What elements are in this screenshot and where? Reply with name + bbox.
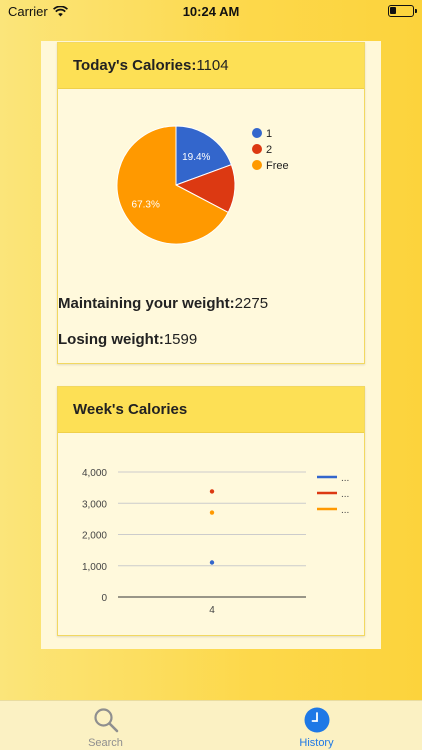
maintain-weight-row: Maintaining your weight:2275 [58,295,268,312]
clock-icon [304,707,329,733]
battery-icon [388,5,417,17]
pie-legend: 1 2 Free [252,128,289,172]
scatter-point [209,510,215,515]
tab-search-label: Search [88,737,123,749]
pie-legend-swatch-2 [252,144,262,154]
pie-slices [116,125,236,245]
week-scatter-chart: 0 1,000 2,000 3,000 4,000 4 ......... [82,468,349,616]
pie-labels: 19.4% 67.3% [132,152,211,210]
y-tick-label: 1,000 [82,562,107,573]
pie-slice-free [116,125,229,245]
y-tick-label: 4,000 [82,468,107,479]
losing-weight-row: Losing weight:1599 [58,331,197,348]
tab-bar: Search History [0,700,422,750]
losing-weight-value: 1599 [163,331,198,348]
carrier-label: Carrier [8,3,48,19]
x-tick-label: 4 [209,605,215,616]
pie-slice-1 [175,125,233,186]
wifi-icon [52,5,68,16]
scatter-x-ticks: 4 [209,605,215,616]
pie-legend-swatch-1 [252,128,262,138]
week-calories-header: Week's Calories [58,387,364,433]
week-calories-card: Week's Calories 0 1,000 2,000 3,000 4,000 4 … [57,386,365,636]
tab-history-label: History [299,737,334,749]
tab-history[interactable]: History [211,701,422,750]
pie-label-1: 19.4% [182,152,210,163]
scatter-legend-label: ... [341,473,349,484]
losing-weight-label: Losing weight: [58,331,164,348]
y-tick-label: 0 [101,593,107,604]
today-calories-value: 1104 [196,57,229,74]
scatter-grid [118,471,306,598]
today-calories-header: Today's Calories: 1104 [58,43,364,89]
pie-legend-label-2: 2 [266,144,272,156]
today-calories-title: Today's Calories: [73,57,197,74]
maintain-weight-label: Maintaining your weight: [58,295,235,312]
scatter-point [209,489,215,494]
pie-legend-label-free: Free [266,160,289,172]
pie-label-free: 67.3% [132,199,160,210]
calorie-pie-chart: 19.4% 67.3% 1 2 Free [116,125,289,245]
pie-legend-swatch-free [252,160,262,170]
maintain-weight-value: 2275 [234,295,269,312]
y-tick-label: 3,000 [82,499,107,510]
tab-search[interactable]: Search [0,701,211,750]
y-tick-label: 2,000 [82,531,107,542]
pie-legend-label-1: 1 [266,128,272,140]
scatter-legend-label: ... [341,505,349,516]
status-left: Carrier [8,4,68,19]
today-calories-card: Today's Calories: 1104 19.4% 67.3% 1 2 Free … [57,42,365,364]
scatter-point [209,560,215,565]
scatter-y-ticks: 0 1,000 2,000 3,000 4,000 [82,468,107,604]
scatter-legend-label: ... [341,489,349,500]
scatter-points [209,489,215,565]
status-bar: Carrier 10:24 AM [0,0,422,22]
week-calories-title: Week's Calories [73,401,188,418]
search-icon [93,708,118,733]
scatter-legend: ......... [317,473,349,516]
